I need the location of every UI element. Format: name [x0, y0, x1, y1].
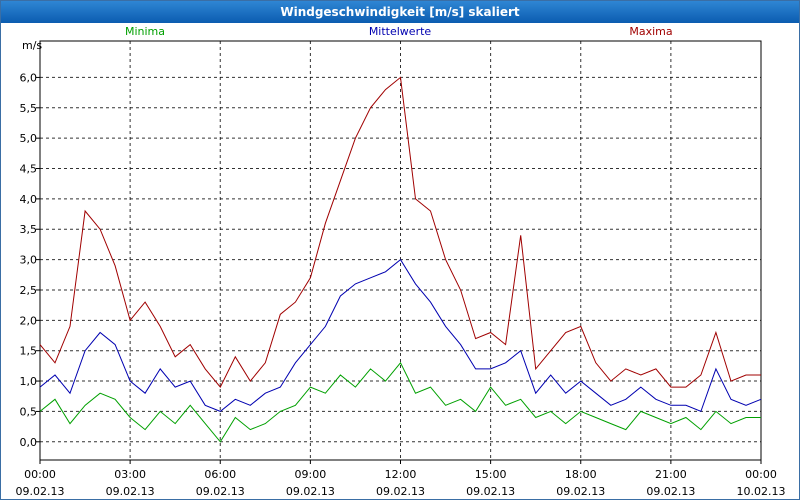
x-tick-time-label: 06:00	[204, 468, 236, 481]
y-axis-label: m/s	[22, 39, 42, 52]
legend-mittelwerte: Mittelwerte	[369, 25, 432, 38]
x-tick-date-label: 10.02.13	[737, 485, 786, 498]
x-tick-date-label: 09.02.13	[646, 485, 695, 498]
y-tick-label: 5,5	[20, 102, 38, 115]
x-tick-date-label: 09.02.13	[466, 485, 515, 498]
x-tick-date-label: 09.02.13	[376, 485, 425, 498]
y-tick-label: 0,0	[20, 436, 38, 449]
legend-maxima: Maxima	[629, 25, 672, 38]
y-tick-label: 3,0	[20, 254, 38, 267]
x-tick-time-label: 18:00	[565, 468, 597, 481]
legend-minima: Minima	[125, 25, 165, 38]
window-title: Windgeschwindigkeit [m/s] skaliert	[1, 1, 799, 23]
x-tick-time-label: 15:00	[475, 468, 507, 481]
y-tick-label: 5,0	[20, 132, 38, 145]
x-tick-time-label: 21:00	[655, 468, 687, 481]
x-tick-time-label: 09:00	[295, 468, 327, 481]
x-tick-time-label: 00:00	[745, 468, 777, 481]
x-tick-date-label: 09.02.13	[196, 485, 245, 498]
x-tick-time-label: 12:00	[385, 468, 417, 481]
series-line-minima	[39, 361, 761, 443]
y-tick-label: 1,0	[20, 375, 38, 388]
y-tick-label: 4,5	[20, 163, 38, 176]
x-tick-date-label: 09.02.13	[556, 485, 605, 498]
x-tick-date-label: 09.02.13	[16, 485, 65, 498]
y-tick-label: 6,0	[20, 71, 38, 84]
y-tick-label: 3,5	[20, 223, 38, 236]
series-line-mittelwerte	[39, 258, 762, 413]
y-tick-label: 2,0	[20, 314, 38, 327]
x-tick-time-label: 00:00	[24, 468, 56, 481]
y-tick-label: 0,5	[20, 405, 38, 418]
y-tick-label: 4,0	[20, 193, 38, 206]
x-tick-time-label: 03:00	[114, 468, 146, 481]
series-line-maxima	[39, 76, 761, 389]
x-tick-date-label: 09.02.13	[106, 485, 155, 498]
x-tick-date-label: 09.02.13	[286, 485, 335, 498]
y-tick-label: 2,5	[20, 284, 38, 297]
y-tick-label: 1,5	[20, 345, 38, 358]
